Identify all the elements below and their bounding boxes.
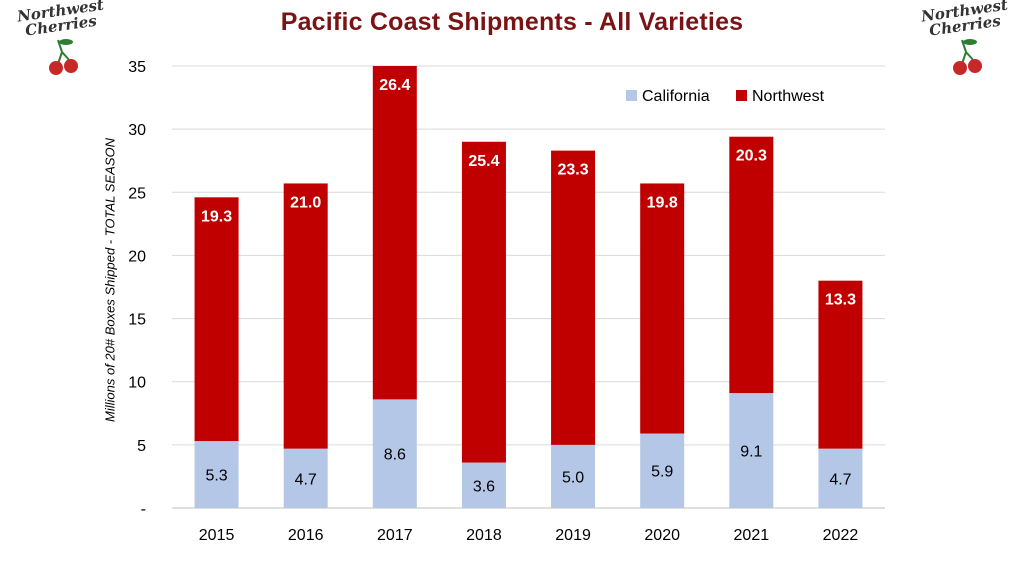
bar-california bbox=[818, 448, 863, 508]
data-label-california: 5.9 bbox=[651, 464, 673, 481]
data-label-california: 8.6 bbox=[384, 447, 406, 464]
bar-california bbox=[372, 399, 417, 508]
bar-california bbox=[194, 441, 239, 508]
northwest-cherries-logo: Northwest Cherries bbox=[14, 0, 105, 82]
bar-california bbox=[640, 433, 685, 508]
data-label-northwest: 23.3 bbox=[557, 162, 588, 179]
data-label-northwest: 19.8 bbox=[647, 194, 678, 211]
bar-california bbox=[461, 462, 506, 508]
x-tick-label: 2019 bbox=[555, 527, 591, 544]
data-label-california: 9.1 bbox=[740, 444, 762, 461]
data-label-northwest: 20.3 bbox=[736, 148, 767, 165]
y-tick-label: 35 bbox=[128, 59, 146, 76]
data-label-california: 5.3 bbox=[205, 468, 227, 485]
data-label-california: 3.6 bbox=[473, 478, 495, 495]
bar-northwest bbox=[640, 183, 685, 434]
legend-label-california: California bbox=[642, 88, 710, 105]
data-label-northwest: 13.3 bbox=[825, 292, 856, 309]
bar-california bbox=[283, 448, 328, 508]
cherries-icon bbox=[953, 39, 982, 75]
bar-northwest bbox=[551, 150, 596, 445]
x-tick-label: 2022 bbox=[823, 527, 859, 544]
data-label-northwest: 21.0 bbox=[290, 194, 321, 211]
legend-swatch-northwest bbox=[736, 90, 747, 101]
x-tick-label: 2021 bbox=[734, 527, 770, 544]
y-tick-label: 15 bbox=[128, 312, 146, 329]
bar-california bbox=[551, 444, 596, 508]
x-tick-label: 2016 bbox=[288, 527, 324, 544]
legend-swatch-california bbox=[626, 90, 637, 101]
y-tick-label: - bbox=[141, 501, 146, 518]
bar-northwest bbox=[283, 183, 328, 449]
x-tick-label: 2017 bbox=[377, 527, 413, 544]
data-label-california: 4.7 bbox=[295, 471, 317, 488]
bar-northwest bbox=[818, 280, 863, 449]
y-tick-label: 10 bbox=[128, 375, 146, 392]
bar-northwest bbox=[729, 136, 774, 394]
northwest-cherries-logo: Northwest Cherries bbox=[918, 0, 1009, 82]
y-tick-label: 20 bbox=[128, 248, 146, 265]
legend-label-northwest: Northwest bbox=[752, 88, 825, 105]
bar-california bbox=[729, 393, 774, 508]
bar-northwest bbox=[372, 66, 417, 400]
x-tick-label: 2020 bbox=[644, 527, 680, 544]
bar-northwest bbox=[461, 141, 506, 463]
y-tick-label: 25 bbox=[128, 185, 146, 202]
y-tick-label: 5 bbox=[137, 438, 146, 455]
x-tick-label: 2015 bbox=[199, 527, 235, 544]
data-label-california: 4.7 bbox=[829, 471, 851, 488]
cherries-icon bbox=[49, 39, 78, 75]
data-label-northwest: 25.4 bbox=[468, 153, 499, 170]
chart-title: Pacific Coast Shipments - All Varieties bbox=[280, 8, 744, 36]
bar-northwest bbox=[194, 197, 239, 442]
data-label-northwest: 26.4 bbox=[379, 77, 410, 94]
data-label-northwest: 19.3 bbox=[201, 208, 232, 225]
y-tick-label: 30 bbox=[128, 122, 146, 139]
x-tick-label: 2018 bbox=[466, 527, 502, 544]
data-label-california: 5.0 bbox=[562, 469, 584, 486]
